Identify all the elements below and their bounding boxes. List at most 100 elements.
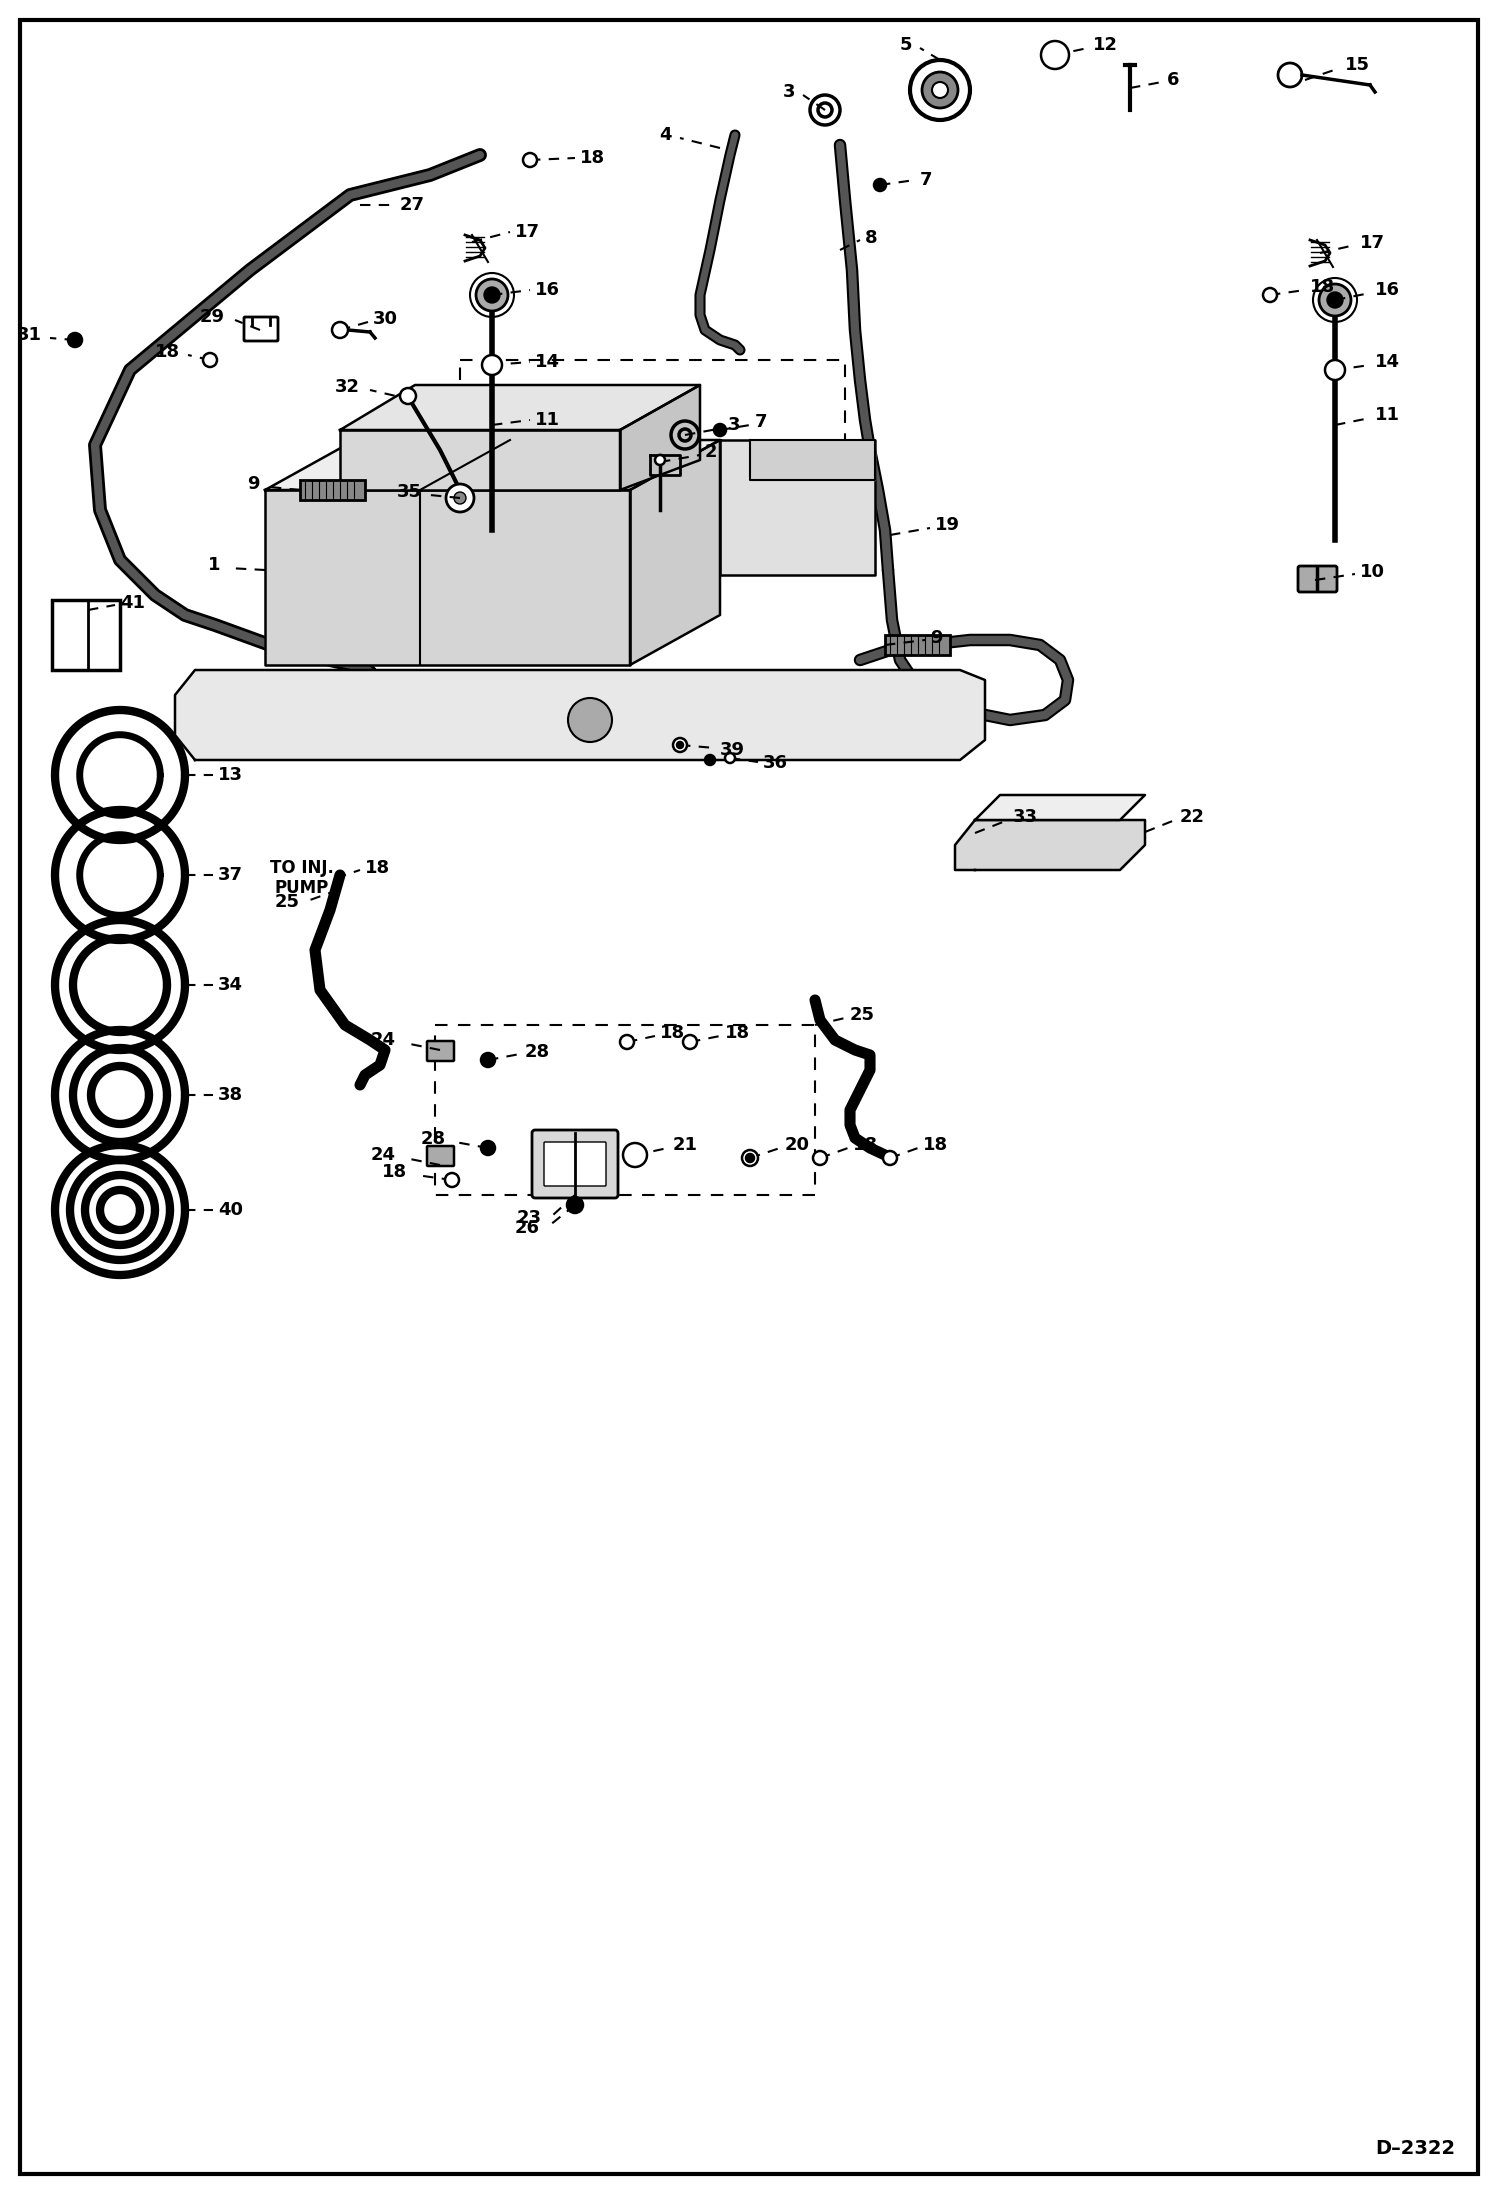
Circle shape	[482, 355, 502, 375]
Circle shape	[683, 1036, 697, 1049]
Circle shape	[813, 1152, 827, 1165]
Circle shape	[204, 353, 217, 366]
Text: 25: 25	[849, 1007, 875, 1025]
Circle shape	[921, 72, 959, 108]
Text: PUMP: PUMP	[274, 880, 330, 897]
Text: 36: 36	[762, 755, 788, 772]
Polygon shape	[175, 669, 986, 759]
Text: D–2322: D–2322	[1375, 2139, 1455, 2159]
Text: 15: 15	[1345, 57, 1371, 75]
Text: 17: 17	[1360, 235, 1386, 252]
FancyBboxPatch shape	[427, 1145, 454, 1165]
Circle shape	[628, 1147, 643, 1163]
FancyBboxPatch shape	[1297, 566, 1338, 592]
Circle shape	[655, 454, 665, 465]
Circle shape	[1263, 287, 1276, 303]
Text: 27: 27	[400, 195, 425, 215]
Text: 18: 18	[852, 1136, 878, 1154]
Circle shape	[706, 755, 715, 766]
Text: 24: 24	[372, 1145, 395, 1165]
Text: 18: 18	[366, 860, 389, 878]
Text: 4: 4	[659, 125, 673, 145]
Text: 18: 18	[923, 1136, 948, 1154]
Text: 5: 5	[899, 35, 912, 55]
Text: 19: 19	[935, 516, 960, 533]
Text: 7: 7	[755, 412, 767, 430]
Circle shape	[882, 1152, 897, 1165]
FancyBboxPatch shape	[544, 1143, 607, 1187]
Text: 32: 32	[336, 377, 360, 395]
Circle shape	[932, 81, 948, 99]
Text: 24: 24	[372, 1031, 395, 1049]
Text: 20: 20	[785, 1136, 810, 1154]
Text: 30: 30	[373, 309, 398, 327]
FancyBboxPatch shape	[52, 599, 120, 669]
Circle shape	[445, 1174, 458, 1187]
Circle shape	[484, 287, 500, 303]
Polygon shape	[265, 441, 721, 489]
Circle shape	[909, 59, 971, 121]
Circle shape	[568, 1198, 583, 1213]
Circle shape	[725, 753, 736, 764]
Circle shape	[568, 698, 613, 742]
Text: 3: 3	[728, 417, 740, 434]
Text: 18: 18	[580, 149, 605, 167]
Circle shape	[1047, 46, 1064, 64]
Circle shape	[673, 737, 688, 753]
Circle shape	[1326, 360, 1345, 380]
Text: 12: 12	[1094, 35, 1118, 55]
Circle shape	[620, 1036, 634, 1049]
Text: 14: 14	[1375, 353, 1401, 371]
Text: 18: 18	[1309, 279, 1335, 296]
Circle shape	[1327, 292, 1344, 307]
Text: 17: 17	[515, 224, 539, 241]
FancyBboxPatch shape	[244, 316, 279, 340]
Text: 18: 18	[725, 1025, 750, 1042]
Circle shape	[742, 1150, 758, 1165]
Text: 18: 18	[382, 1163, 407, 1180]
Text: 28: 28	[524, 1042, 550, 1062]
Text: TO INJ.: TO INJ.	[270, 860, 334, 878]
Circle shape	[1320, 283, 1351, 316]
Text: 18: 18	[661, 1025, 685, 1042]
Circle shape	[400, 388, 416, 404]
Text: 26: 26	[515, 1220, 539, 1237]
Text: 18: 18	[154, 342, 180, 362]
Circle shape	[481, 1053, 494, 1066]
Polygon shape	[631, 441, 721, 665]
Polygon shape	[750, 441, 875, 480]
Text: 9: 9	[930, 630, 942, 647]
Circle shape	[1329, 364, 1341, 375]
Text: 14: 14	[535, 353, 560, 371]
Text: 2: 2	[706, 443, 718, 461]
Circle shape	[481, 1141, 494, 1154]
Text: 11: 11	[535, 410, 560, 430]
Circle shape	[623, 1143, 647, 1167]
Text: 25: 25	[276, 893, 300, 911]
Polygon shape	[956, 821, 1144, 871]
Circle shape	[715, 423, 727, 437]
Text: 31: 31	[16, 327, 42, 344]
Circle shape	[677, 742, 683, 748]
Circle shape	[1041, 42, 1070, 68]
Polygon shape	[265, 489, 631, 665]
Text: 40: 40	[219, 1200, 243, 1220]
Text: 28: 28	[421, 1130, 446, 1147]
Text: 16: 16	[535, 281, 560, 298]
Text: 29: 29	[201, 307, 225, 327]
Circle shape	[333, 323, 348, 338]
Polygon shape	[340, 430, 620, 489]
Circle shape	[485, 360, 497, 371]
Text: 35: 35	[397, 483, 422, 500]
Polygon shape	[340, 384, 700, 430]
Circle shape	[873, 180, 885, 191]
Polygon shape	[975, 794, 1144, 821]
Text: 8: 8	[864, 228, 878, 248]
Text: 39: 39	[721, 742, 745, 759]
Text: 33: 33	[1013, 807, 1038, 825]
Text: 9: 9	[247, 474, 261, 494]
Text: 22: 22	[1180, 807, 1204, 825]
Text: 7: 7	[920, 171, 932, 189]
Text: 37: 37	[219, 867, 243, 884]
Text: 10: 10	[1360, 564, 1386, 581]
